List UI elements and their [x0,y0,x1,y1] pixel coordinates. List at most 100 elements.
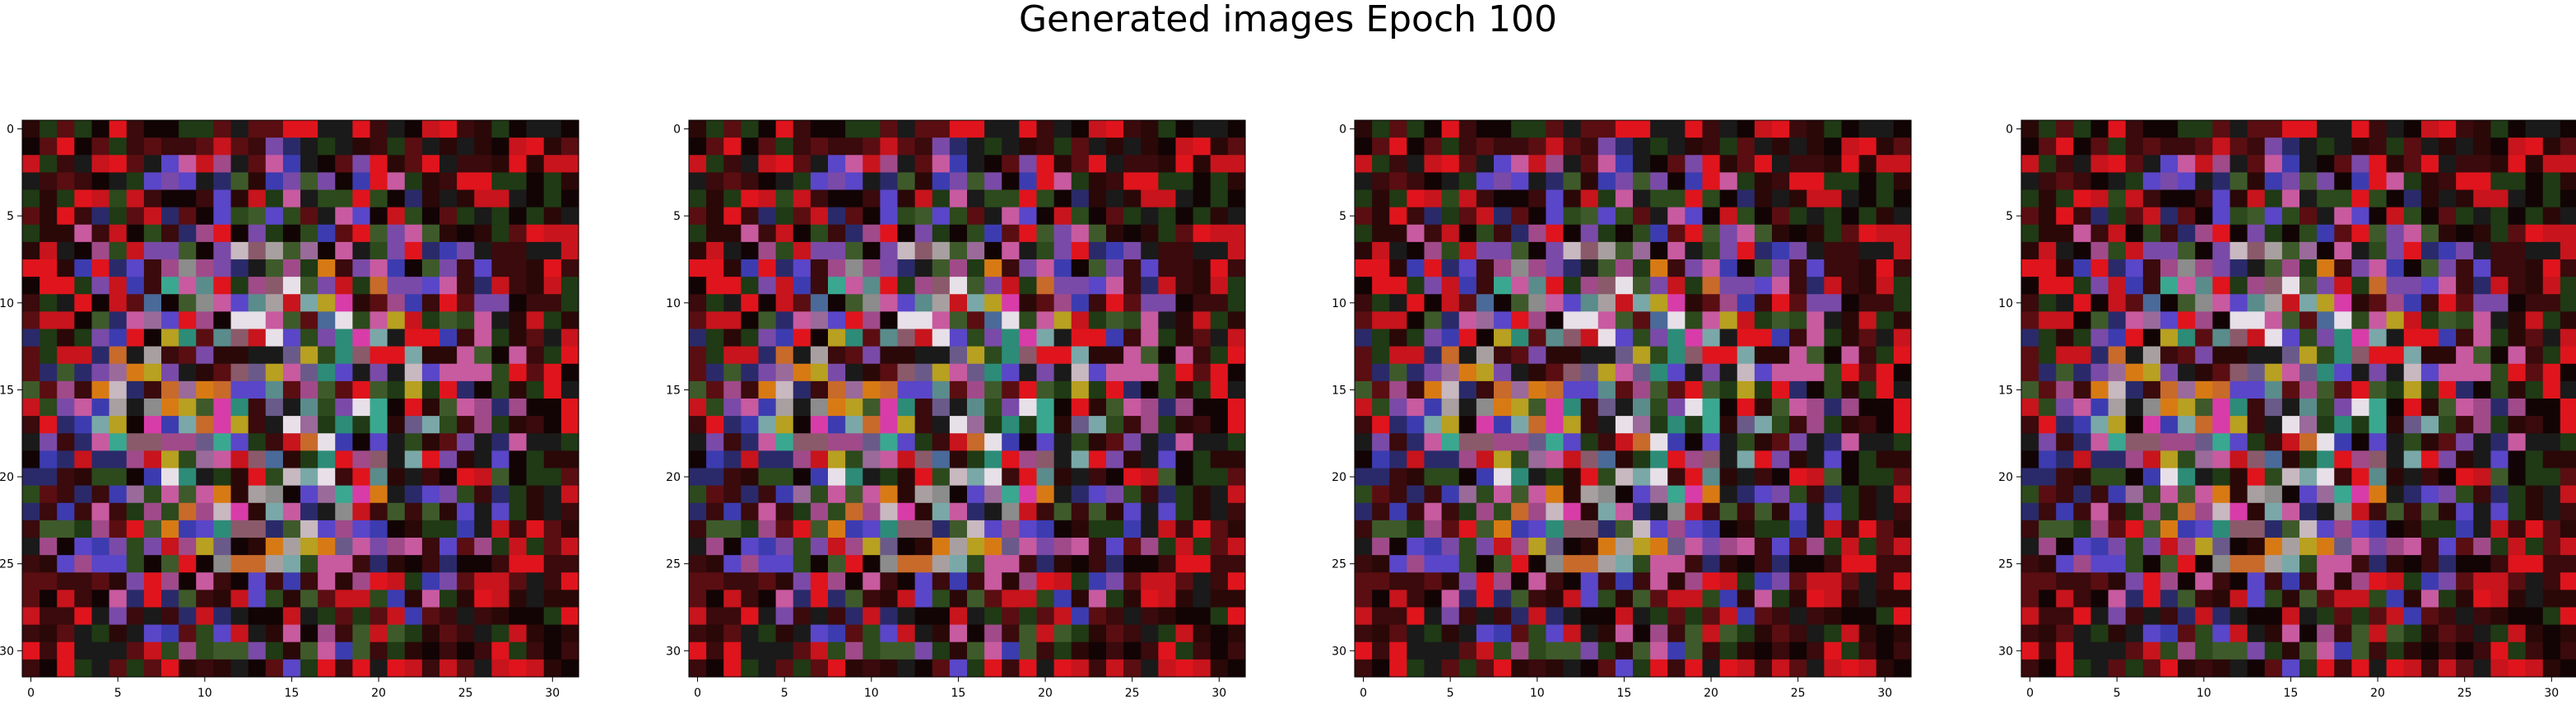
image-pixel [1002,120,1020,138]
image-pixel [758,329,777,347]
image-pixel [1563,485,1582,504]
image-pixel [793,155,811,173]
image-pixel [509,380,528,399]
image-pixel [526,399,545,417]
image-pixel [2456,294,2474,312]
image-pixel [2142,311,2161,330]
y-tick-label: 15 [1332,384,1346,397]
image-pixel [2420,155,2439,173]
image-pixel [984,224,1002,243]
image-pixel [932,433,951,451]
image-pixel [2334,241,2352,260]
image-pixel [1424,138,1443,156]
image-pixel [282,259,301,277]
image-pixel [474,416,492,434]
image-pixel [143,607,162,626]
image-pixel [2056,155,2074,173]
image-pixel [318,155,336,173]
image-pixel [509,120,528,138]
x-tick-label: 0 [2026,687,2034,700]
image-pixel [509,502,528,521]
image-pixel [897,277,916,295]
image-pixel [300,363,319,382]
image-pixel [2021,502,2039,521]
image-pixel [1389,224,1407,243]
image-pixel [2542,572,2561,590]
image-pixel [1193,450,1211,469]
image-pixel [723,502,742,521]
image-pixel [1546,363,1565,382]
image-pixel [2073,294,2092,312]
image-pixel [1424,311,1443,330]
image-pixel [2386,502,2405,521]
image-pixel [741,311,760,330]
image-pixel [1737,502,1755,521]
image-pixel [1193,590,1211,608]
image-pixel [706,155,724,173]
image-pixel [1597,294,1616,312]
image-pixel [1424,399,1443,417]
image-pixel [2039,641,2057,660]
image-pixel [828,259,846,277]
image-pixel [2560,259,2576,277]
image-pixel [1158,659,1177,678]
image-pixel [1528,399,1546,417]
image-pixel [213,433,232,451]
image-pixel [57,433,75,451]
image-pixel [2456,207,2474,226]
image-pixel [689,572,707,590]
image-pixel [2039,241,2057,260]
image-pixel [2420,120,2439,138]
image-pixel [2508,416,2527,434]
image-pixel [370,450,388,469]
image-pixel [2090,433,2109,451]
image-pixel [689,294,707,312]
image-pixel [1071,607,1090,626]
image-pixel [1476,450,1495,469]
image-pixel [1193,416,1211,434]
image-pixel [2090,224,2109,243]
image-pixel [2264,224,2283,243]
image-pixel [1389,538,1407,556]
image-pixel [2439,641,2457,660]
image-pixel [2021,380,2039,399]
image-pixel [1071,590,1090,608]
x-tick-label: 0 [1360,687,1367,700]
image-pixel [863,590,881,608]
image-pixel [1088,155,1107,173]
image-pixel [2125,138,2144,156]
image-pixel [74,450,93,469]
image-pixel [1563,450,1582,469]
y-tick-label: 25 [1998,558,2013,571]
image-pixel [213,572,232,590]
image-pixel [1158,520,1177,538]
image-pixel [1227,572,1246,590]
image-pixel [1789,416,1807,434]
y-tick-label: 10 [1332,297,1346,310]
image-pixel [335,138,353,156]
image-pixel [457,485,475,504]
image-pixel [1650,399,1668,417]
image-pixel [758,346,777,365]
image-pixel [1019,277,1038,295]
image-pixel [2021,189,2039,208]
image-pixel [2178,538,2196,556]
image-pixel [457,277,475,295]
image-pixel [2439,120,2457,138]
image-pixel [984,624,1002,643]
image-pixel [1036,590,1055,608]
image-pixel [2195,641,2213,660]
image-pixel [213,294,232,312]
image-pixel [230,624,249,643]
image-pixel [1580,172,1599,191]
image-pixel [1071,450,1090,469]
image-pixel [1737,277,1755,295]
image-pixel [1494,572,1512,590]
image-pixel [1424,538,1443,556]
image-pixel [914,520,933,538]
image-pixel [1633,224,1651,243]
image-pixel [2090,399,2109,417]
image-pixel [2386,399,2405,417]
image-pixel [352,450,371,469]
image-pixel [1494,416,1512,434]
